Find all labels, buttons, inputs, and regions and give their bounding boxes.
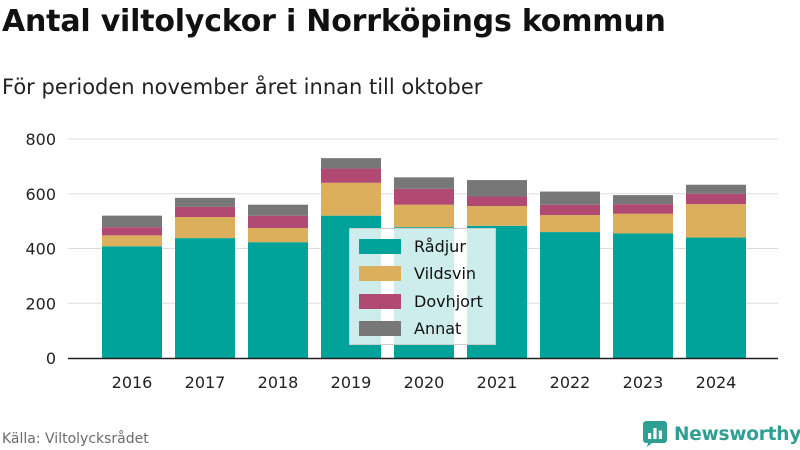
bar-segment-vildsvin-2018	[248, 227, 308, 243]
bar-segment-dovhjort-2022	[540, 204, 600, 216]
bar-segment-annat-2022	[540, 191, 600, 205]
bar-segment-vildsvin-2019	[321, 182, 381, 216]
source-note: Källa: Viltolycksrådet	[2, 431, 149, 447]
bar-segment-vildsvin-2021	[467, 206, 527, 226]
y-tick-label: 400	[25, 240, 56, 259]
legend-swatch	[359, 266, 401, 281]
y-tick-label: 600	[25, 185, 56, 204]
bar-segment-vildsvin-2017	[175, 217, 235, 239]
bar-segment-vildsvin-2024	[686, 204, 746, 238]
legend-item-rådjur: Rådjur	[359, 236, 466, 256]
bar-segment-dovhjort-2023	[613, 204, 673, 214]
bar-segment-rådjur-2022	[540, 232, 600, 358]
x-tick-label: 2024	[696, 373, 737, 392]
bar-segment-annat-2018	[248, 204, 308, 216]
legend-swatch	[359, 293, 401, 309]
bar-segment-annat-2016	[102, 215, 162, 228]
bar-segment-annat-2024	[686, 184, 746, 194]
legend-item-dovhjort: Dovhjort	[359, 291, 483, 311]
legend-item-annat: Annat	[359, 319, 462, 338]
x-tick-label: 2016	[112, 373, 153, 392]
chart-title: Antal viltolyckor i Norrköpings kommun	[2, 4, 666, 39]
bar-segment-rådjur-2024	[686, 237, 746, 358]
bar-segment-dovhjort-2016	[102, 227, 162, 236]
legend-label: Vildsvin	[414, 264, 477, 283]
chart-subtitle: För perioden november året innan till ok…	[2, 75, 483, 99]
newsworthy-brand[interactable]: Newsworthy	[643, 420, 800, 448]
bar-segment-dovhjort-2021	[467, 196, 527, 207]
bar-segment-annat-2019	[321, 158, 381, 169]
x-tick-label: 2017	[185, 373, 226, 392]
bar-segment-rådjur-2018	[248, 242, 308, 358]
bar-segment-dovhjort-2018	[248, 215, 308, 228]
bar-segment-rådjur-2016	[102, 246, 162, 358]
bar-segment-vildsvin-2023	[613, 213, 673, 234]
bar-segment-rådjur-2017	[175, 238, 235, 358]
bar-segment-annat-2023	[613, 195, 673, 205]
legend-label: Dovhjort	[414, 291, 483, 311]
legend-label: Annat	[414, 319, 462, 338]
bar-segment-dovhjort-2017	[175, 206, 235, 218]
legend-label: Rådjur	[414, 236, 466, 256]
x-tick-label: 2023	[623, 373, 664, 392]
bar-segment-vildsvin-2022	[540, 215, 600, 233]
bar-segment-dovhjort-2019	[321, 168, 381, 183]
y-tick-label: 200	[25, 294, 56, 313]
y-tick-label: 0	[46, 349, 56, 368]
bar-segment-annat-2017	[175, 197, 235, 207]
bar-segment-vildsvin-2016	[102, 235, 162, 247]
bar-segment-dovhjort-2020	[394, 188, 454, 205]
x-tick-label: 2021	[477, 373, 518, 392]
legend-swatch	[359, 238, 401, 254]
bar-segment-vildsvin-2020	[394, 204, 454, 228]
legend-item-vildsvin: Vildsvin	[359, 264, 477, 283]
bar-segment-annat-2021	[467, 180, 527, 197]
bar-segment-rådjur-2023	[613, 233, 673, 358]
y-tick-label: 800	[25, 130, 56, 149]
x-tick-label: 2018	[258, 373, 299, 392]
brand-name: Newsworthy	[674, 423, 800, 445]
newsworthy-logo-icon	[643, 421, 667, 447]
x-tick-label: 2020	[404, 373, 445, 392]
bar-segment-dovhjort-2024	[686, 193, 746, 205]
chart-legend: Rådjur Vildsvin Dovhjort Annat	[349, 228, 496, 345]
bar-segment-annat-2020	[394, 177, 454, 189]
x-tick-label: 2019	[331, 373, 372, 392]
legend-swatch	[359, 321, 401, 336]
x-tick-label: 2022	[550, 373, 591, 392]
